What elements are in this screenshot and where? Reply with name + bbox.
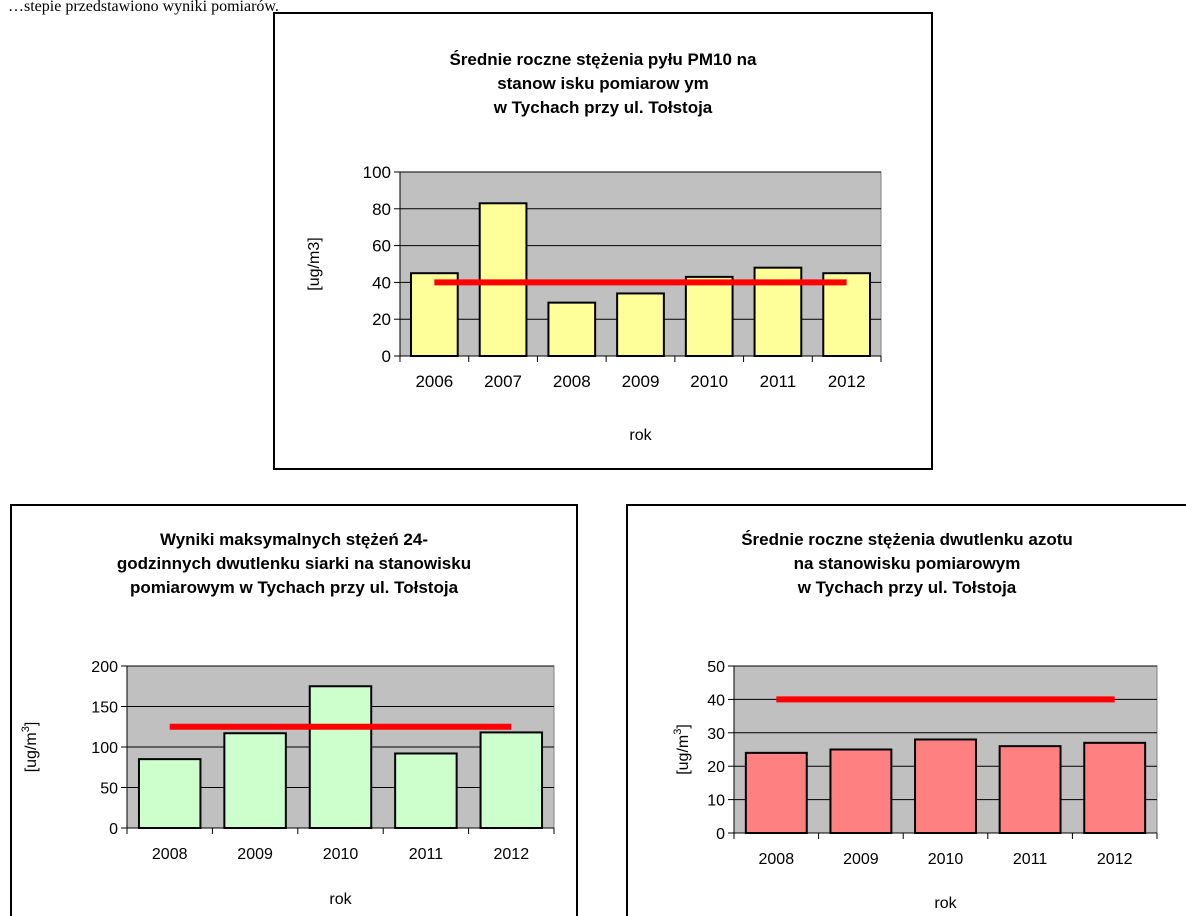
chart-pm10: Średnie roczne stężenia pyłu PM10 na sta…	[273, 12, 933, 470]
chart-title-line: w Tychach przy ul. Tołstoja	[797, 578, 1017, 597]
bar	[744, 751, 808, 834]
intro-text: …stepie przedstawiono wyniki pomiarów.	[8, 0, 279, 15]
y-tick-label: 60	[372, 237, 391, 256]
x-axis-title: rok	[329, 891, 352, 908]
y-tick-label: 30	[707, 726, 725, 743]
y-axis-title-end: ]	[675, 724, 692, 728]
chart-title-line: w Tychach przy ul. Tołstoja	[493, 98, 713, 117]
chart-title-line: pomiarowym w Tychach przy ul. Tołstoja	[129, 578, 459, 597]
y-tick-label: 40	[372, 273, 391, 292]
bar	[1083, 741, 1147, 835]
y-axis-title-superscript: 3	[20, 726, 32, 732]
chart-title-line: na stanowisku pomiarowym	[793, 554, 1021, 573]
x-tick-label: 2008	[553, 372, 591, 391]
chart-svg-so2: 0 50 100 150 200 2008 2009 2010 2011 2012 rok [ug/m…	[20, 659, 555, 908]
chart-svg-no2: 0 10 20 30 40 50 2008 2009 2010 2011 2012 rok [ug/m3…	[672, 659, 1158, 912]
y-tick-label: 50	[100, 781, 118, 798]
y-tick-label: 100	[91, 740, 118, 757]
y-tick-label: 0	[382, 347, 391, 366]
chart-no2: Średnie roczne stężenia dwutlenku azotu …	[626, 504, 1186, 916]
y-tick-label: 80	[372, 200, 391, 219]
bar	[394, 752, 458, 829]
x-tick-label: 2006	[415, 372, 453, 391]
bar	[684, 275, 734, 358]
chart-title-line: Wyniki maksymalnych stężeń 24-	[159, 530, 429, 549]
bar	[914, 738, 977, 834]
bar	[998, 745, 1062, 834]
bar	[829, 748, 893, 834]
x-tick-label: 2008	[152, 846, 188, 863]
x-axis-title: rok	[629, 427, 652, 444]
x-tick-label: 2009	[237, 846, 273, 863]
y-axis-title: [ug/m3]	[672, 724, 692, 775]
chart-title-line: godzinnych dwutlenku siarki na stanowisk…	[116, 554, 472, 573]
chart-title: Średnie roczne stężenia dwutlenku azotu …	[628, 528, 1186, 600]
y-axis-title-end: ]	[23, 722, 40, 726]
y-axis-title-main: [ug/m	[23, 732, 40, 772]
y-tick-label: 0	[716, 826, 725, 843]
y-tick-label: 200	[91, 659, 118, 676]
bar	[616, 292, 665, 358]
y-tick-label: 20	[372, 310, 391, 329]
bar	[308, 685, 373, 829]
x-tick-label: 2012	[494, 846, 530, 863]
x-tick-label: 2007	[484, 372, 522, 391]
y-axis-title: [ug/m3]	[20, 722, 40, 773]
x-tick-label: 2012	[1097, 851, 1133, 868]
y-axis-title-superscript: 3	[672, 729, 684, 735]
x-tick-label: 2010	[928, 851, 964, 868]
x-tick-label: 2012	[828, 372, 866, 391]
x-tick-label: 2008	[759, 851, 795, 868]
bar	[223, 732, 287, 829]
y-tick-label: 150	[91, 700, 118, 717]
x-tick-label: 2010	[690, 372, 728, 391]
y-axis-title-main: [ug/m	[675, 735, 692, 775]
x-axis-title: rok	[934, 895, 957, 912]
bar	[547, 301, 597, 358]
chart-title-line: Średnie roczne stężenia dwutlenku azotu	[741, 530, 1073, 549]
chart-title: Średnie roczne stężenia pyłu PM10 na sta…	[275, 48, 931, 120]
y-tick-label: 10	[707, 793, 725, 810]
chart-title-line: stanow isku pomiarow ym	[497, 74, 709, 93]
x-tick-label: 2009	[843, 851, 879, 868]
y-tick-label: 50	[707, 659, 725, 676]
bar	[479, 731, 544, 829]
chart-svg-pm10: 0 20 40 60 80 100 2006 2007 2008 2009 2010 2011 2012…	[306, 163, 882, 444]
chart-title: Wyniki maksymalnych stężeń 24- godzinnyc…	[12, 528, 576, 600]
x-tick-label: 2009	[622, 372, 660, 391]
x-tick-label: 2011	[409, 846, 444, 863]
x-tick-label: 2010	[323, 846, 359, 863]
bar	[409, 272, 459, 358]
bar	[137, 758, 202, 829]
chart-title-line: Średnie roczne stężenia pyłu PM10 na	[449, 50, 757, 69]
y-axis-title: [ug/m3]	[306, 237, 323, 290]
y-tick-label: 40	[707, 692, 725, 709]
y-tick-label: 100	[363, 163, 391, 182]
chart-so2: Wyniki maksymalnych stężeń 24- godzinnyc…	[10, 504, 578, 916]
y-tick-label: 0	[109, 821, 118, 838]
x-tick-label: 2011	[1013, 851, 1048, 868]
x-tick-label: 2011	[760, 372, 797, 391]
y-tick-label: 20	[707, 759, 725, 776]
bar	[822, 272, 872, 358]
